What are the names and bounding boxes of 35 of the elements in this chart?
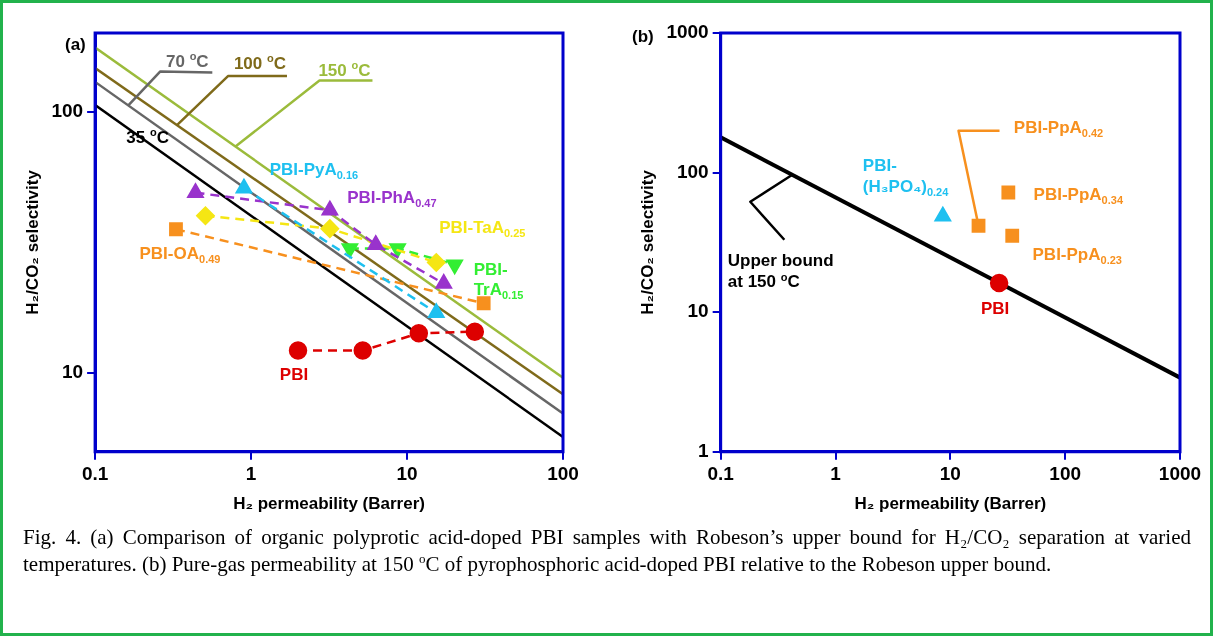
y-tick-label: 100 (676, 160, 709, 182)
x-tick-label: 100 (1049, 463, 1082, 485)
y-tick-label: 10 (687, 300, 709, 322)
x-tick-label: 10 (939, 463, 961, 485)
series-label: PBI (279, 364, 309, 385)
series-label: PBI (980, 298, 1010, 320)
chart-title: (b) (632, 27, 654, 47)
text: Upper bound at 150 $^{o}$C (727, 250, 835, 293)
x-axis-title: H₂ permeability (Barrer) (854, 494, 1047, 514)
x-tick-label: 1000 (1158, 463, 1202, 485)
series-label: PBI-TrA$_{0.15}$ (473, 259, 525, 303)
x-tick-label: 10 (396, 463, 418, 485)
series-label: PBI-PyA$_{0.16}$ (269, 159, 359, 183)
series-label: PBI-(H₃PO₄)$_{0.24}$ (862, 155, 950, 199)
x-tick-label: 1 (830, 463, 842, 485)
series-label: PBI-OA$_{0.49}$ (139, 243, 221, 267)
y-tick-label: 1000 (666, 21, 709, 43)
chart-title: (a) (65, 35, 86, 55)
x-axis-title: H₂ permeability (Barrer) (233, 494, 425, 514)
text: 150 $^{o}$C (318, 58, 371, 81)
text: PBI-PpA$_{0.42}$ (1013, 117, 1104, 141)
x-tick-label: 0.1 (707, 463, 735, 485)
y-tick-label: 1 (698, 440, 710, 462)
series-label: PBI-PhA$_{0.47}$ (347, 187, 437, 211)
caption: Fig. 4. (a) Comparison of organic polyprotic acid-doped PBI samples with Robeson’s upper bound for H₂/CO₂ separation at varied temperatures. (b) Pure-gas permeability at 150 $^{o}$C of pyrophosphoric acid-doped PBI relative to the Robeson upper bound. (23, 525, 1191, 578)
text: 100 $^{o}$C (233, 52, 287, 75)
x-tick-label: 1 (245, 463, 257, 485)
series-label: PBI-TaA$_{0.25}$ (439, 218, 526, 241)
x-tick-label: 100 (547, 463, 579, 485)
x-tick-label: 0.1 (81, 463, 109, 485)
series-label: PBI-PpA$_{0.23}$ (1032, 244, 1122, 268)
text: 70 $^{o}$C (165, 50, 209, 73)
series-label: PBI-PpA$_{0.34}$ (1033, 184, 1124, 207)
y-axis-title: H₂/CO₂ selectivity (637, 169, 657, 315)
y-axis-title: H₂/CO₂ selectivity (22, 169, 42, 315)
